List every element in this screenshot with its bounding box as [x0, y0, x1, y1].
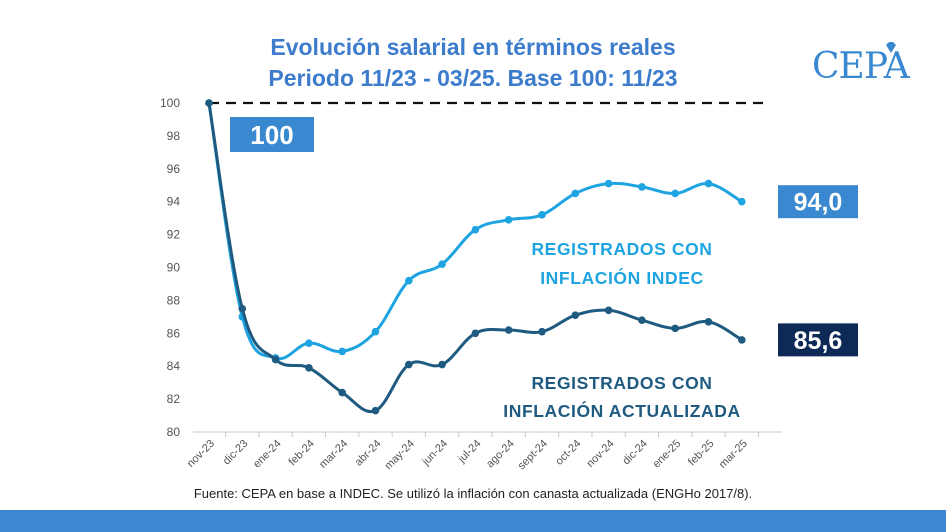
y-tick-label: 86	[167, 326, 181, 340]
y-tick-label: 92	[167, 228, 181, 242]
data-point	[604, 306, 613, 315]
y-tick-label: 82	[167, 392, 181, 406]
y-tick-label: 96	[167, 162, 181, 176]
cepa-logo: CEPA	[812, 42, 912, 96]
x-tick-label: mar-24	[317, 438, 350, 471]
x-tick-label: dic-24	[620, 438, 650, 468]
series-label: INFLACIÓN INDEC	[540, 267, 704, 288]
x-tick-label: ene-25	[651, 438, 684, 471]
data-point	[504, 215, 513, 224]
data-point	[238, 304, 247, 313]
y-tick-label: 100	[160, 96, 180, 110]
data-point	[538, 211, 546, 219]
data-point	[371, 406, 380, 415]
x-tick-label: dic-23	[221, 438, 251, 468]
y-tick-label: 98	[167, 129, 181, 143]
x-tick-label: nov-24	[584, 438, 616, 470]
data-point	[704, 317, 713, 326]
x-tick-label: ago-24	[484, 438, 517, 471]
x-tick-label: feb-25	[686, 438, 717, 469]
data-point	[638, 316, 646, 324]
title-line-1: Evolución salarial en términos reales	[270, 34, 676, 60]
data-point	[638, 183, 646, 191]
data-point	[338, 388, 347, 397]
x-tick-label: abr-24	[353, 438, 384, 469]
y-tick-label: 80	[167, 425, 181, 439]
y-tick-label: 88	[167, 293, 181, 307]
data-point	[205, 99, 213, 107]
chart-title: Evolución salarial en términos reales Pe…	[0, 32, 946, 94]
footer-bar	[0, 510, 946, 532]
x-tick-label: may-24	[382, 438, 416, 472]
x-tick-label: jun-24	[419, 438, 450, 469]
series-label: INFLACIÓN ACTUALIZADA	[503, 400, 740, 421]
source-note: Fuente: CEPA en base a INDEC. Se utilizó…	[193, 486, 753, 501]
data-point	[438, 260, 446, 269]
end-label-box	[778, 185, 858, 219]
data-point	[438, 360, 446, 369]
end-label-box	[778, 323, 858, 357]
series-label: REGISTRADOS CON	[531, 239, 712, 259]
data-point	[371, 327, 380, 336]
y-tick-label: 90	[167, 261, 181, 275]
data-point	[305, 364, 313, 372]
data-point	[405, 276, 413, 285]
x-tick-label: jul-24	[455, 438, 483, 466]
x-tick-label: ene-24	[251, 438, 284, 471]
x-tick-label: sept-24	[516, 438, 550, 472]
data-point	[671, 324, 679, 333]
data-point	[471, 225, 480, 234]
data-point	[571, 189, 580, 198]
end-value-label: 85,6	[794, 327, 843, 355]
data-point	[504, 326, 513, 334]
x-tick-label: nov-23	[185, 438, 217, 470]
data-point	[738, 336, 746, 344]
data-point	[305, 339, 313, 347]
data-point	[738, 197, 746, 206]
base-label-box	[230, 117, 314, 152]
data-point	[338, 347, 347, 356]
y-tick-label: 84	[167, 359, 181, 373]
data-point	[671, 189, 679, 198]
data-point	[405, 360, 413, 369]
x-tick-label: feb-24	[286, 438, 317, 469]
data-point	[271, 355, 280, 364]
data-point	[704, 179, 713, 188]
y-tick-label: 94	[167, 195, 181, 209]
title-line-2: Periodo 11/23 - 03/25. Base 100: 11/23	[268, 65, 678, 91]
end-value-label: 94,0	[794, 189, 843, 217]
logo-text: CEPA	[812, 46, 910, 87]
data-point	[604, 179, 613, 188]
data-point	[538, 327, 546, 336]
x-tick-label: oct-24	[553, 438, 583, 468]
x-tick-label: mar-25	[717, 438, 750, 471]
diamond-icon	[886, 42, 896, 53]
data-point	[471, 329, 480, 338]
series-label: REGISTRADOS CON	[531, 373, 712, 393]
data-point	[571, 311, 580, 320]
base-value-label: 100	[250, 120, 293, 150]
